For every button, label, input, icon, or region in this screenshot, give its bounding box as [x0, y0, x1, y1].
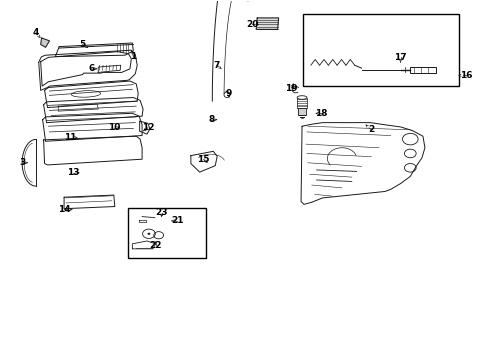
Text: 10: 10 — [107, 123, 120, 132]
Bar — [303, 14, 458, 86]
Text: 21: 21 — [171, 216, 183, 225]
Polygon shape — [41, 38, 49, 47]
Bar — [409, 67, 435, 73]
Text: 2: 2 — [367, 125, 374, 134]
Circle shape — [147, 233, 150, 235]
Text: 3: 3 — [19, 158, 25, 167]
Text: 4: 4 — [33, 28, 39, 37]
Text: 5: 5 — [80, 40, 85, 49]
Text: 15: 15 — [197, 155, 209, 164]
Text: 14: 14 — [58, 205, 70, 214]
Text: 13: 13 — [66, 168, 79, 177]
Text: 8: 8 — [208, 115, 214, 124]
Text: 12: 12 — [142, 123, 154, 132]
Polygon shape — [256, 18, 278, 30]
Text: 11: 11 — [63, 133, 76, 142]
Bar — [298, 108, 305, 116]
Text: 1: 1 — [130, 52, 136, 61]
Text: 6: 6 — [88, 64, 94, 73]
Text: 19: 19 — [285, 84, 297, 93]
Text: 16: 16 — [459, 71, 471, 80]
Text: 20: 20 — [245, 20, 258, 29]
Text: 22: 22 — [149, 241, 162, 250]
Text: 7: 7 — [213, 61, 220, 70]
Text: 17: 17 — [393, 53, 406, 62]
Text: 18: 18 — [315, 109, 327, 118]
Text: 23: 23 — [155, 208, 167, 217]
Text: 9: 9 — [225, 89, 232, 98]
Bar — [128, 208, 206, 258]
